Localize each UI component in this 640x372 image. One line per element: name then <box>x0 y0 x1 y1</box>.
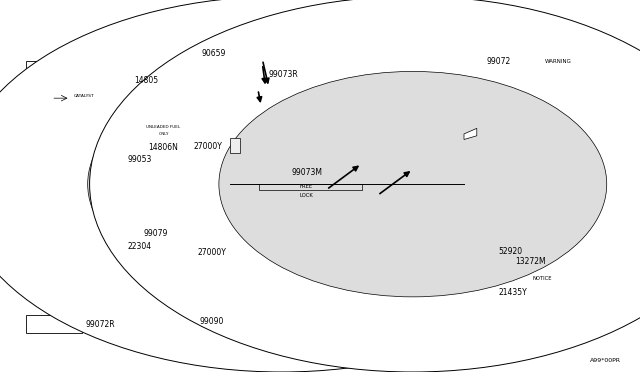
Circle shape <box>219 71 607 297</box>
Circle shape <box>90 0 640 372</box>
Bar <box>29 222 122 271</box>
Text: LOCK: LOCK <box>300 193 314 198</box>
Bar <box>122 238 189 259</box>
Text: 99090: 99090 <box>200 317 224 326</box>
Text: ONLY: ONLY <box>158 132 169 136</box>
Text: UNLEADED FUEL: UNLEADED FUEL <box>147 125 180 129</box>
Bar <box>422 240 490 262</box>
Bar <box>204 90 218 105</box>
Text: 21435Y: 21435Y <box>499 288 527 296</box>
Bar <box>172 249 181 253</box>
Text: 22304: 22304 <box>128 242 152 251</box>
Bar <box>422 281 490 303</box>
Bar <box>69 244 92 264</box>
Bar <box>26 61 131 104</box>
Bar <box>199 81 228 109</box>
Circle shape <box>88 71 476 297</box>
Bar <box>26 315 82 333</box>
Text: 52920: 52920 <box>499 247 523 256</box>
Circle shape <box>237 43 288 73</box>
Bar <box>140 122 188 140</box>
Polygon shape <box>406 112 438 149</box>
Polygon shape <box>464 128 477 140</box>
Text: CATALYST: CATALYST <box>74 94 94 99</box>
Bar <box>195 290 228 314</box>
Circle shape <box>198 231 224 246</box>
Text: 27000Y: 27000Y <box>194 142 223 151</box>
Bar <box>26 132 125 186</box>
Bar <box>195 152 228 179</box>
Bar <box>291 179 322 206</box>
Polygon shape <box>253 87 269 108</box>
Bar <box>28 85 129 103</box>
Text: FREE: FREE <box>300 184 313 189</box>
Polygon shape <box>230 138 240 153</box>
Text: 99072R: 99072R <box>85 320 115 328</box>
Bar <box>195 58 232 112</box>
Text: 99079: 99079 <box>143 229 168 238</box>
Circle shape <box>95 247 104 252</box>
Text: 99073M: 99073M <box>291 169 322 177</box>
Text: 99073R: 99073R <box>269 70 298 79</box>
Text: 90659: 90659 <box>202 49 226 58</box>
Text: 99072: 99072 <box>486 57 511 66</box>
Text: NOTICE: NOTICE <box>532 276 552 281</box>
Bar <box>26 219 125 273</box>
Bar <box>172 243 181 247</box>
Circle shape <box>90 244 108 254</box>
Bar <box>515 267 570 290</box>
Text: 27000Y: 27000Y <box>197 248 226 257</box>
Bar <box>32 240 64 268</box>
Bar <box>522 49 595 74</box>
Circle shape <box>0 0 605 372</box>
Text: 14805: 14805 <box>134 76 159 85</box>
Polygon shape <box>230 87 464 184</box>
Text: A99*00PR: A99*00PR <box>590 358 621 363</box>
Text: 99053: 99053 <box>128 154 152 164</box>
Bar <box>69 229 82 240</box>
Text: 14806N: 14806N <box>148 143 179 152</box>
Text: 13272M: 13272M <box>515 257 546 266</box>
Text: WARNING: WARNING <box>545 59 572 64</box>
Bar <box>29 135 122 183</box>
